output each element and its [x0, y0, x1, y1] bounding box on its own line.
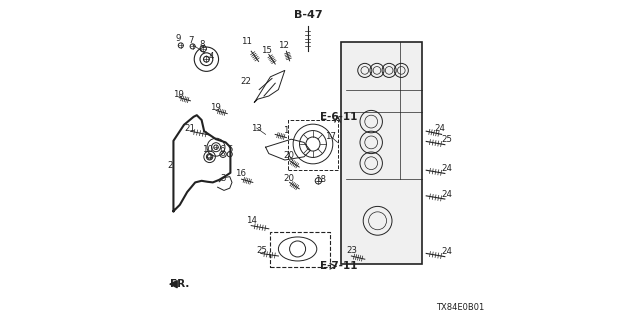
- Text: 25: 25: [441, 135, 452, 144]
- Text: 20: 20: [283, 174, 294, 183]
- Text: 4: 4: [209, 52, 214, 60]
- Text: 12: 12: [278, 41, 289, 50]
- Text: 10: 10: [202, 145, 213, 154]
- Text: E-7-11: E-7-11: [320, 261, 357, 271]
- Text: 19: 19: [173, 90, 184, 99]
- Text: 7: 7: [189, 36, 194, 44]
- Text: 24: 24: [441, 190, 452, 199]
- Text: 6: 6: [219, 145, 225, 154]
- Text: 18: 18: [315, 175, 326, 184]
- Text: TX84E0B01: TX84E0B01: [436, 303, 484, 312]
- Text: 25: 25: [256, 246, 268, 255]
- Text: 14: 14: [246, 216, 257, 225]
- Text: 13: 13: [251, 124, 262, 133]
- Text: FR.: FR.: [170, 279, 189, 289]
- Text: 8: 8: [200, 40, 205, 49]
- Text: 24: 24: [441, 164, 452, 173]
- Text: 3: 3: [221, 174, 226, 183]
- Text: 23: 23: [346, 246, 357, 255]
- Text: 9: 9: [176, 34, 181, 43]
- Text: 5: 5: [227, 145, 232, 154]
- Text: 20: 20: [283, 151, 294, 160]
- Text: 2: 2: [168, 161, 173, 170]
- Text: 11: 11: [241, 37, 252, 46]
- Text: 24: 24: [441, 247, 452, 256]
- Text: 16: 16: [235, 169, 246, 178]
- Text: 24: 24: [434, 124, 445, 132]
- Text: E-6-11: E-6-11: [320, 112, 357, 123]
- Polygon shape: [340, 42, 422, 264]
- Text: 15: 15: [261, 46, 272, 55]
- Text: 21: 21: [184, 124, 195, 132]
- Text: 17: 17: [325, 132, 337, 141]
- Text: 22: 22: [240, 77, 252, 86]
- Text: 1: 1: [283, 126, 288, 135]
- Text: B-47: B-47: [294, 10, 323, 20]
- Text: 19: 19: [210, 103, 220, 112]
